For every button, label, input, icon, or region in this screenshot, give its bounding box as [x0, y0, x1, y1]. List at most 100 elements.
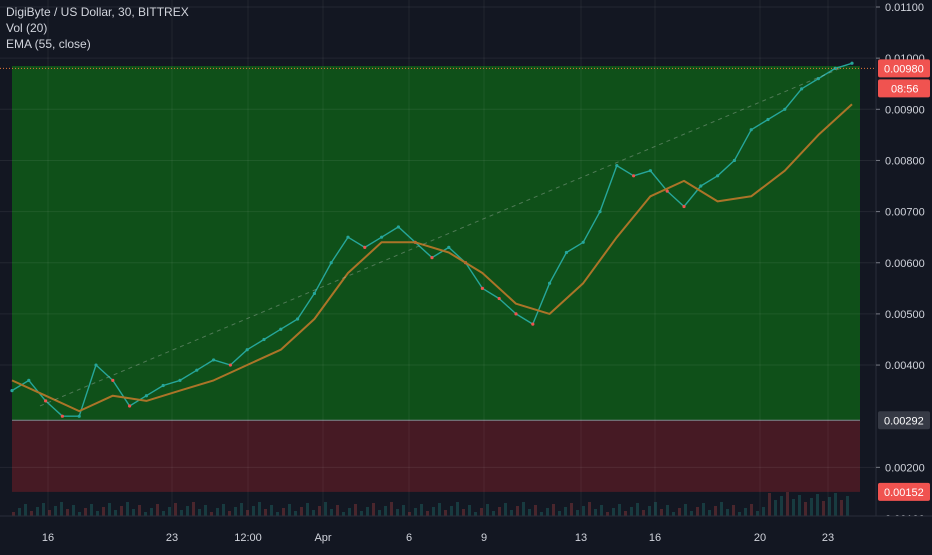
volume-bar — [348, 508, 351, 516]
volume-bar — [300, 507, 303, 516]
volume-bar — [846, 496, 849, 516]
price-point — [430, 256, 434, 260]
price-point — [195, 368, 199, 372]
volume-bar — [360, 511, 363, 516]
price-point — [44, 399, 48, 403]
price-axis[interactable]: 0.011000.010000.009000.008000.007000.006… — [875, 0, 932, 550]
volume-bar — [408, 512, 411, 516]
price-point — [10, 389, 14, 393]
price-point — [329, 261, 333, 265]
time-tick-label: 23 — [166, 532, 178, 544]
current-price-badge: 0.00980 — [884, 63, 924, 75]
volume-bar — [150, 508, 153, 516]
volume-bar — [186, 506, 189, 516]
volume-bar — [24, 504, 27, 516]
volume-bar — [774, 500, 777, 516]
volume-bar — [756, 511, 759, 516]
loss-zone — [12, 420, 860, 492]
volume-bar — [90, 504, 93, 516]
volume-bar — [438, 503, 441, 516]
price-point — [564, 250, 569, 255]
volume-bar — [336, 505, 339, 516]
profit-zone — [12, 66, 860, 421]
volume-bar — [744, 508, 747, 516]
volume-bar — [108, 503, 111, 516]
volume-bar — [12, 512, 15, 516]
volume-bar — [342, 512, 345, 516]
price-point — [94, 363, 98, 367]
symbol-title[interactable]: DigiByte / US Dollar, 30, BITTREX — [6, 5, 189, 19]
price-point — [648, 169, 653, 173]
volume-bar — [828, 497, 831, 516]
price-tick-label: 0.00600 — [885, 258, 925, 270]
volume-bar — [792, 499, 795, 516]
volume-bar — [588, 502, 591, 516]
volume-bar — [750, 504, 753, 516]
volume-bar — [426, 511, 429, 516]
price-tick-label: 0.00200 — [885, 462, 925, 474]
volume-bar — [36, 507, 39, 516]
overlay-lines — [0, 67, 876, 407]
time-tick-label: 13 — [575, 532, 587, 544]
volume-bar — [312, 510, 315, 516]
volume-bar — [216, 508, 219, 516]
volume-bar — [330, 509, 333, 516]
volume-bar — [42, 503, 45, 516]
volume-bar — [834, 493, 837, 516]
volume-bar — [318, 506, 321, 516]
volume-bar — [162, 511, 165, 516]
volume-bar — [738, 512, 741, 516]
volume-bar — [552, 504, 555, 516]
volume-bar — [390, 502, 393, 516]
volume-bar — [762, 507, 765, 516]
price-tick-label: 0.00400 — [885, 360, 925, 372]
volume-bar — [462, 509, 465, 516]
price-point — [732, 158, 737, 163]
volume-bar — [576, 510, 579, 516]
volume-bar — [624, 511, 627, 516]
volume-bar — [48, 510, 51, 516]
volume-bar — [372, 503, 375, 516]
ema-indicator-label[interactable]: EMA (55, close) — [6, 37, 91, 51]
time-tick-label: 9 — [481, 532, 487, 544]
volume-bar — [678, 508, 681, 516]
volume-bar — [768, 493, 771, 516]
price-point — [396, 225, 400, 229]
volume-bar — [306, 503, 309, 516]
volume-bar — [630, 507, 633, 516]
volume-bar — [354, 504, 357, 516]
price-point — [245, 348, 249, 352]
volume-bar — [138, 505, 141, 516]
volume-bar — [18, 508, 21, 516]
volume-bar — [276, 512, 279, 516]
volume-bar — [498, 507, 501, 516]
price-point — [111, 378, 115, 382]
time-tick-label: 6 — [406, 532, 412, 544]
volume-bar — [804, 502, 807, 516]
time-axis[interactable]: 16 23 12:00 Apr 6 9 13 16 20 23 — [0, 515, 932, 550]
price-point — [716, 174, 720, 178]
price-point — [262, 337, 266, 342]
volume-bar — [516, 506, 519, 516]
volume-bar — [180, 510, 183, 516]
time-tick-label: 12:00 — [234, 532, 262, 544]
volume-bar — [420, 504, 423, 516]
price-point — [77, 414, 81, 418]
price-point — [850, 61, 854, 65]
time-axis-background — [0, 516, 932, 550]
volume-indicator-label[interactable]: Vol (20) — [6, 21, 48, 35]
volume-bar — [522, 502, 525, 516]
volume-bar — [132, 509, 135, 516]
volume-bar — [546, 508, 549, 516]
volume-bar — [468, 505, 471, 516]
time-tick-label: 16 — [42, 532, 54, 544]
price-point — [749, 128, 753, 132]
volume-bar — [60, 502, 63, 516]
volume-bar — [606, 512, 609, 516]
volume-bar — [594, 509, 597, 516]
volume-bar — [582, 506, 585, 516]
volume-bar — [174, 503, 177, 516]
volume-bar — [612, 508, 615, 516]
